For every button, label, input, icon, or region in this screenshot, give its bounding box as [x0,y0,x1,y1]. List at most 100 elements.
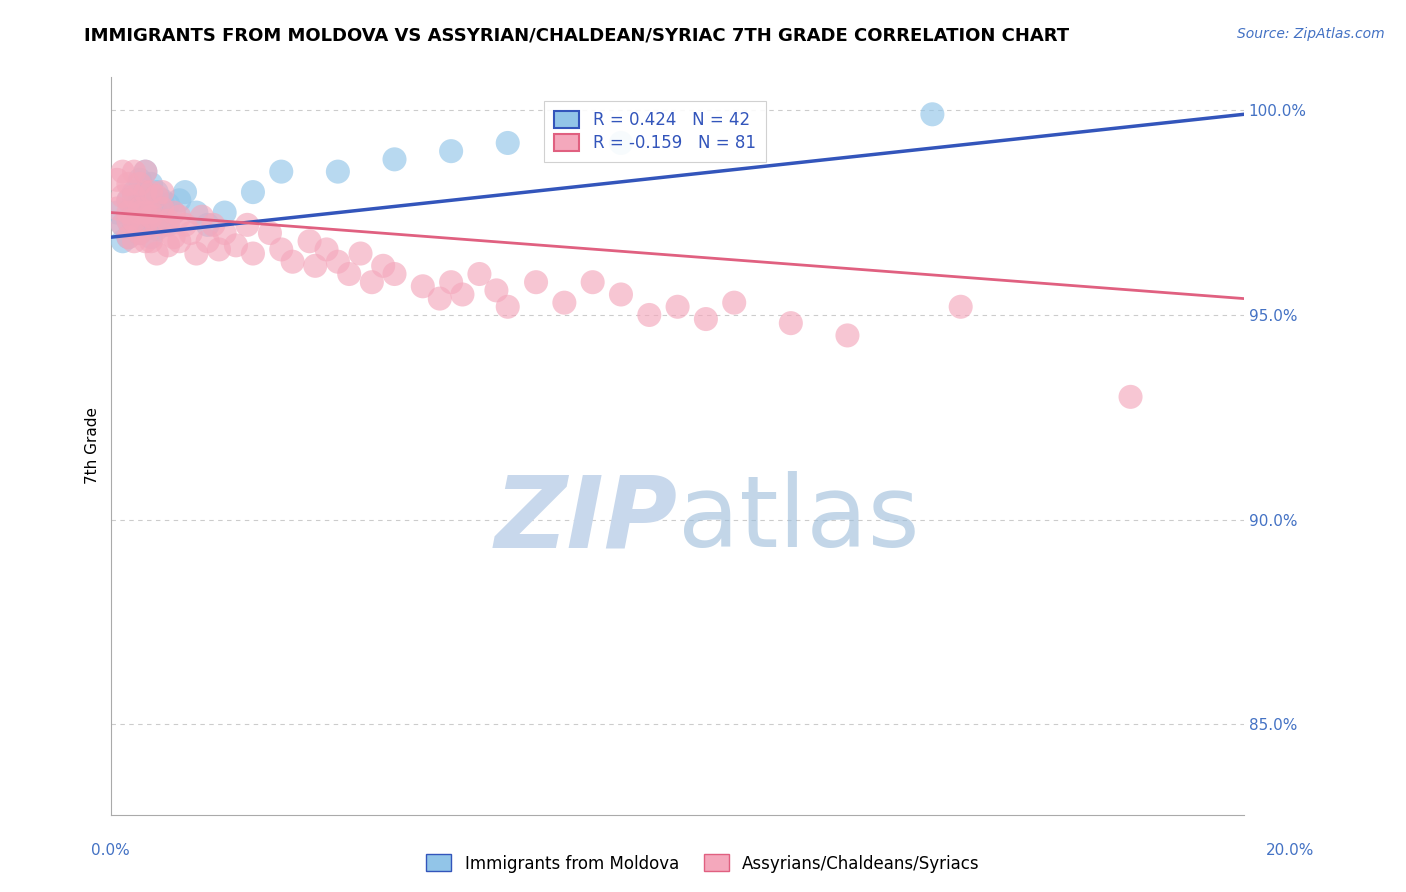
Point [610,136,633,150]
Point [111,164,134,178]
Point [139,234,162,248]
Point [553,295,575,310]
Point [169,234,191,248]
Text: IMMIGRANTS FROM MOLDOVA VS ASSYRIAN/CHALDEAN/SYRIAC 7TH GRADE CORRELATION CHART: IMMIGRANTS FROM MOLDOVA VS ASSYRIAN/CHAL… [84,27,1070,45]
Point [186,205,208,219]
Point [111,189,134,203]
Point [134,222,156,236]
Point [429,292,451,306]
Point [105,202,128,216]
Point [122,205,145,219]
Point [122,234,145,248]
Point [949,300,972,314]
Point [145,222,167,236]
Point [779,316,801,330]
Point [242,246,264,260]
Point [638,308,661,322]
Point [157,197,180,211]
Point [134,205,156,219]
Point [157,213,180,227]
Y-axis label: 7th Grade: 7th Grade [86,408,100,484]
Point [349,246,371,260]
Point [111,218,134,232]
Point [139,177,162,191]
Text: 0.0%: 0.0% [91,843,131,858]
Point [197,234,219,248]
Point [111,218,134,232]
Point [128,202,150,216]
Point [157,238,180,252]
Point [360,275,382,289]
Point [128,173,150,187]
Point [242,185,264,199]
Text: Source: ZipAtlas.com: Source: ZipAtlas.com [1237,27,1385,41]
Point [582,275,605,289]
Point [134,185,156,199]
Point [145,205,167,219]
Point [270,164,292,178]
Point [128,210,150,224]
Point [315,243,337,257]
Point [174,218,197,232]
Legend: Immigrants from Moldova, Assyrians/Chaldeans/Syriacs: Immigrants from Moldova, Assyrians/Chald… [419,847,987,880]
Point [139,194,162,208]
Point [524,275,547,289]
Point [191,210,214,224]
Point [326,254,349,268]
Point [169,194,191,208]
Point [139,213,162,227]
Point [128,205,150,219]
Point [117,177,139,191]
Point [128,177,150,191]
Point [122,164,145,178]
Point [695,312,717,326]
Point [150,202,173,216]
Point [236,218,259,232]
Point [134,234,156,248]
Point [111,234,134,248]
Point [163,205,186,219]
Point [496,300,519,314]
Point [214,205,236,219]
Point [202,218,225,232]
Point [117,205,139,219]
Point [186,246,208,260]
Point [145,185,167,199]
Point [666,300,689,314]
Point [157,218,180,232]
Legend: R = 0.424   N = 42, R = -0.159   N = 81: R = 0.424 N = 42, R = -0.159 N = 81 [544,101,766,161]
Point [163,205,186,219]
Point [225,238,247,252]
Point [117,230,139,244]
Point [105,205,128,219]
Point [122,185,145,199]
Point [270,243,292,257]
Point [128,226,150,240]
Point [412,279,434,293]
Point [134,218,156,232]
Point [485,284,508,298]
Point [451,287,474,301]
Point [180,226,202,240]
Point [298,234,321,248]
Point [723,295,745,310]
Point [440,275,463,289]
Point [145,218,167,232]
Point [139,230,162,244]
Point [281,254,304,268]
Point [150,213,173,227]
Point [440,144,463,158]
Point [139,185,162,199]
Point [122,213,145,227]
Point [214,226,236,240]
Point [105,173,128,187]
Point [145,189,167,203]
Point [208,243,231,257]
Point [326,164,349,178]
Point [134,189,156,203]
Point [128,194,150,208]
Point [134,164,156,178]
Point [259,226,281,240]
Point [610,287,633,301]
Text: atlas: atlas [678,471,920,568]
